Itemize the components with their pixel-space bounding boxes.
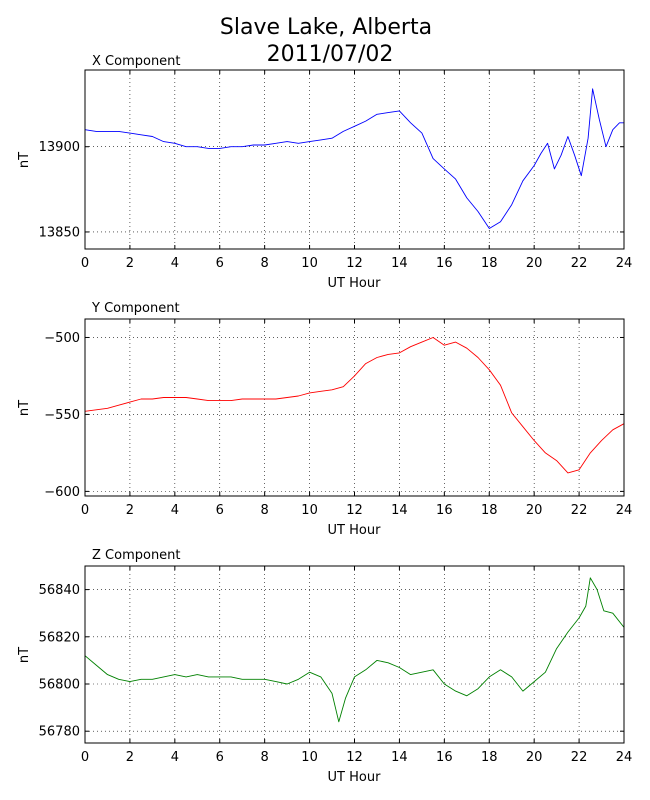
z-component-xtick-label: 24 [616, 750, 633, 765]
z-component-ytick-label: 56800 [39, 678, 80, 693]
y-component-xtick-label: 12 [346, 503, 363, 518]
x-component-xtick-label: 12 [346, 256, 363, 271]
y-component-xtick-label: 18 [481, 503, 498, 518]
x-component-xtick-label: 2 [126, 256, 134, 271]
y-component-xtick-label: 10 [301, 503, 318, 518]
z-component-xtick-label: 6 [216, 750, 224, 765]
z-component-ytick-label: 56840 [39, 583, 80, 598]
x-component-xtick-label: 16 [436, 256, 453, 271]
z-component-xtick-label: 0 [81, 750, 89, 765]
z-component-xtick-label: 12 [346, 750, 363, 765]
y-component-xtick-label: 8 [261, 503, 269, 518]
x-component-ytick-label: 13900 [39, 140, 80, 155]
y-component-panel: Y Component UT Hour nT 0 2 4 6 8 10 12 14 16 18 20… [17, 301, 632, 538]
z-component-ytick-label: 56820 [39, 630, 80, 645]
x-component-xtick-label: 20 [526, 256, 543, 271]
x-component-xtick-label: 24 [616, 256, 633, 271]
y-component-ytick-label: −550 [44, 408, 80, 423]
z-component-xtick-label: 2 [126, 750, 134, 765]
x-component-xtick-label: 6 [216, 256, 224, 271]
x-component-xtick-label: 14 [391, 256, 408, 271]
x-component-panel: X Component UT Hour nT 0 2 4 6 8 10 12 14 16 18 20… [17, 54, 632, 291]
x-component-xlabel: UT Hour [328, 276, 382, 291]
x-component-title: X Component [92, 54, 181, 69]
y-component-xtick-label: 22 [571, 503, 588, 518]
y-component-ytick-label: −600 [44, 485, 80, 500]
z-component-series-line [84, 577, 625, 723]
z-component-ytick-label: 56780 [39, 725, 80, 740]
x-component-xtick-label: 22 [571, 256, 588, 271]
z-component-panel: Z Component UT Hour nT 0 2 4 6 8 10 12 14 16 18 20… [17, 548, 632, 785]
z-component-xtick-label: 22 [571, 750, 588, 765]
y-component-ytick-label: −500 [44, 331, 80, 346]
y-component-xtick-label: 24 [616, 503, 633, 518]
z-component-xtick-label: 14 [391, 750, 408, 765]
z-component-xtick-label: 4 [171, 750, 179, 765]
x-component-series-line [84, 88, 624, 229]
x-component-xtick-label: 4 [171, 256, 179, 271]
y-component-xtick-label: 2 [126, 503, 134, 518]
z-component-title: Z Component [92, 548, 181, 563]
figure-title-location: Slave Lake, Alberta [220, 15, 432, 40]
y-component-xtick-label: 16 [436, 503, 453, 518]
y-component-title: Y Component [91, 301, 180, 316]
z-component-xtick-label: 20 [526, 750, 543, 765]
x-component-xtick-label: 0 [81, 256, 89, 271]
y-component-ylabel: nT [17, 400, 32, 416]
x-component-xtick-label: 18 [481, 256, 498, 271]
y-component-xtick-label: 0 [81, 503, 89, 518]
z-component-xtick-label: 8 [261, 750, 269, 765]
y-component-xtick-label: 14 [391, 503, 408, 518]
z-component-xtick-label: 18 [481, 750, 498, 765]
y-component-xtick-label: 6 [216, 503, 224, 518]
y-component-xtick-label: 4 [171, 503, 179, 518]
z-component-ylabel: nT [17, 647, 32, 663]
z-component-xlabel: UT Hour [328, 770, 382, 785]
figure-title-date: 2011/07/02 [267, 42, 394, 67]
z-component-xtick-label: 10 [301, 750, 318, 765]
y-component-xlabel: UT Hour [328, 523, 382, 538]
x-component-ylabel: nT [17, 152, 32, 168]
x-component-ytick-label: 13850 [39, 225, 80, 240]
x-component-xtick-label: 10 [301, 256, 318, 271]
y-component-xtick-label: 20 [526, 503, 543, 518]
z-component-xtick-label: 16 [436, 750, 453, 765]
y-component-series-line [84, 337, 625, 474]
x-component-xtick-label: 8 [261, 256, 269, 271]
